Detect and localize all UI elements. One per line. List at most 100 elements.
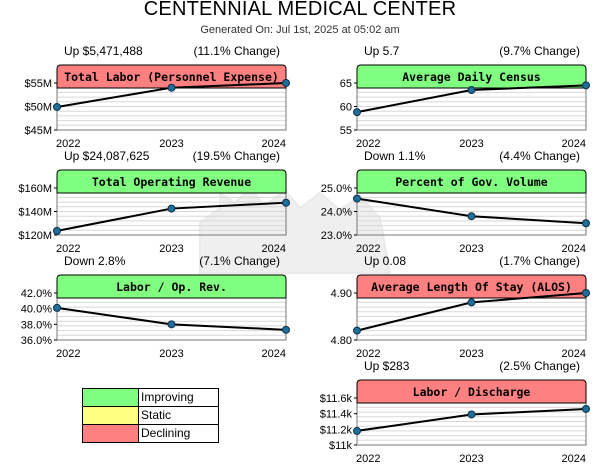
x-tick-label: 2023 xyxy=(159,243,183,255)
change-percent: (7.1% Change) xyxy=(199,254,280,268)
y-tick-label: 42.0% xyxy=(21,288,52,300)
x-tick-label: 2024 xyxy=(562,453,586,465)
chart-title-box xyxy=(56,274,287,299)
chart-title-box xyxy=(356,274,587,299)
y-tick-label: $11.6k xyxy=(320,393,353,405)
chart-svg: Average Daily Census 55 60 65 2022 2023 2024 xyxy=(340,64,590,150)
x-tick-label: 2023 xyxy=(459,453,483,465)
data-point xyxy=(467,86,476,95)
data-point xyxy=(353,194,361,203)
chart-title: Labor / Discharge xyxy=(413,385,531,399)
legend-row-improving: Improving xyxy=(83,389,218,407)
y-tick-label: 55 xyxy=(340,125,352,137)
chart-title-box xyxy=(356,379,587,404)
change-summary: Up $5,471,488 xyxy=(64,44,143,58)
data-point xyxy=(582,404,590,413)
change-summary: Up $283 xyxy=(364,359,410,373)
change-percent: (4.4% Change) xyxy=(499,149,580,163)
data-point xyxy=(353,426,361,435)
y-tick-label: 65 xyxy=(340,78,352,90)
y-tick-label: $140M xyxy=(18,207,52,219)
legend: Improving Static Declining xyxy=(82,388,219,443)
x-tick-label: 2023 xyxy=(159,138,183,150)
change-summary: Up 5.7 xyxy=(364,44,400,58)
chart-percent-gov-volume: Down 1.1% (4.4% Change) Percent of Gov. … xyxy=(300,149,600,255)
generated-timestamp: Generated On: Jul 1st, 2025 at 05:02 am xyxy=(200,24,400,36)
chart-svg: Total Labor (Personnel Expense) $45M $50M $… xyxy=(24,64,290,150)
data-point xyxy=(467,298,476,307)
data-point xyxy=(353,108,361,117)
y-tick-label: $50M xyxy=(24,102,52,114)
x-tick-label: 2024 xyxy=(262,348,286,360)
x-tick-label: 2023 xyxy=(459,348,483,360)
data-point xyxy=(167,320,176,329)
legend-label: Improving xyxy=(141,390,194,404)
y-tick-label: 4.80 xyxy=(331,335,352,347)
x-tick-label: 2024 xyxy=(562,243,586,255)
chart-total-operating-revenue: Up $24,087,625 (19.5% Change) Total Oper… xyxy=(0,149,300,255)
y-tick-label: $160M xyxy=(18,183,52,195)
x-tick-label: 2024 xyxy=(262,138,286,150)
chart-title-box xyxy=(56,169,287,194)
chart-title-box xyxy=(356,64,587,89)
chart-title: Average Length Of Stay (ALOS) xyxy=(371,280,572,294)
data-point xyxy=(282,79,290,87)
data-point xyxy=(167,83,176,92)
change-summary: Down 2.8% xyxy=(64,254,126,268)
x-tick-label: 2022 xyxy=(356,243,380,255)
data-point xyxy=(467,212,476,221)
x-tick-label: 2022 xyxy=(56,243,80,255)
x-tick-label: 2023 xyxy=(459,138,483,150)
data-point xyxy=(582,289,590,297)
legend-row-declining: Declining xyxy=(83,425,218,442)
y-tick-label: $45M xyxy=(24,125,52,137)
x-tick-label: 2024 xyxy=(562,348,586,360)
chart-total-labor: Up $5,471,488 (11.1% Change) Total Labor… xyxy=(0,44,300,150)
x-tick-label: 2024 xyxy=(262,243,286,255)
legend-row-static: Static xyxy=(83,407,218,425)
data-point xyxy=(282,198,290,207)
data-point xyxy=(353,326,361,335)
x-tick-label: 2022 xyxy=(356,453,380,465)
page-title: CENTENNIAL MEDICAL CENTER xyxy=(143,0,457,20)
chart-title: Average Daily Census xyxy=(402,70,540,84)
chart-average-length-of-stay: Up 0.08 (1.7% Change) Average Length Of … xyxy=(300,254,600,360)
data-point xyxy=(167,204,176,213)
chart-title: Total Labor (Personnel Expense) xyxy=(64,70,279,84)
chart-svg: Average Length Of Stay (ALOS) 4.80 4.90 202… xyxy=(331,274,590,360)
chart-labor-op-rev: Down 2.8% (7.1% Change) Labor / Op. Rev.… xyxy=(0,254,300,360)
data-point xyxy=(282,325,290,334)
y-tick-label: $11k xyxy=(329,440,353,452)
data-point xyxy=(582,81,590,90)
chart-title: Total Operating Revenue xyxy=(92,175,251,189)
change-percent: (1.7% Change) xyxy=(499,254,580,268)
y-tick-label: $11.2k xyxy=(320,424,353,436)
data-point xyxy=(53,102,61,111)
data-point xyxy=(582,219,590,228)
chart-svg: Percent of Gov. Volume 23.0% 24.0% 25.0% 202… xyxy=(321,169,590,255)
chart-title: Percent of Gov. Volume xyxy=(395,175,547,189)
chart-title-box xyxy=(56,64,287,89)
x-tick-label: 2024 xyxy=(562,138,586,150)
change-percent: (19.5% Change) xyxy=(192,149,280,163)
data-point xyxy=(53,303,61,312)
chart-svg: Labor / Op. Rev. 36.0% 38.0% 40.0% 42.0% 2022… xyxy=(21,274,290,360)
change-summary: Up 0.08 xyxy=(364,254,407,268)
y-tick-label: 38.0% xyxy=(21,319,52,331)
x-tick-label: 2022 xyxy=(56,138,80,150)
x-tick-label: 2022 xyxy=(356,348,380,360)
y-tick-label: 23.0% xyxy=(321,230,352,242)
y-tick-label: 25.0% xyxy=(321,183,352,195)
chart-svg: Labor / Discharge $11k $11.2k $11.4k $11.6k 2… xyxy=(320,379,590,465)
x-tick-label: 2023 xyxy=(459,243,483,255)
chart-labor-per-discharge: Up $283 (2.5% Change) Labor / Discharge $… xyxy=(300,359,600,465)
y-tick-label: 36.0% xyxy=(21,335,52,347)
y-tick-label: 24.0% xyxy=(321,207,352,219)
y-tick-label: $11.4k xyxy=(320,409,353,421)
change-percent: (9.7% Change) xyxy=(499,44,580,58)
x-tick-label: 2022 xyxy=(56,348,80,360)
y-tick-label: 40.0% xyxy=(21,304,52,316)
legend-swatch xyxy=(83,407,139,424)
chart-svg: Total Operating Revenue $120M $140M $160M 20… xyxy=(18,169,290,255)
data-point xyxy=(467,410,476,419)
